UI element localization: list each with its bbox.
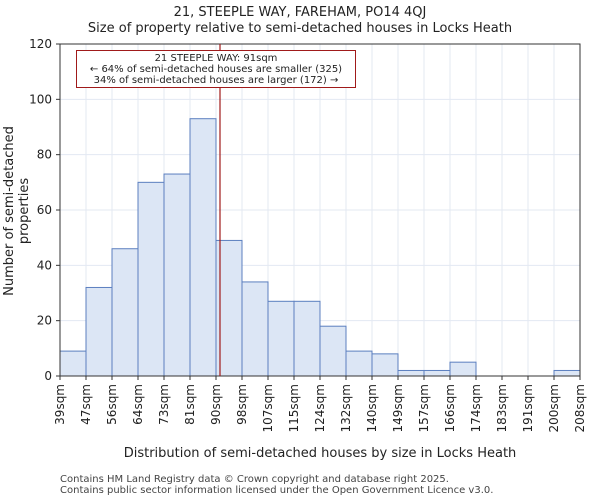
x-tick-label: 174sqm: [469, 384, 483, 432]
x-tick-label: 208sqm: [573, 384, 587, 432]
x-tick-label: 90sqm: [209, 384, 223, 425]
x-tick-label: 157sqm: [417, 384, 431, 432]
y-axis-label: Number of semi-detached properties: [2, 126, 32, 296]
x-tick-label: 132sqm: [339, 384, 353, 432]
x-axis-label: Distribution of semi-detached houses by …: [123, 446, 517, 461]
histogram-bar: [267, 300, 295, 377]
x-tick-label: 47sqm: [79, 384, 93, 425]
chart-title: 21, STEEPLE WAY, FAREHAM, PO14 4QJ: [173, 5, 427, 20]
x-tick-label: 81sqm: [183, 384, 197, 425]
x-tick-label: 115sqm: [287, 384, 301, 432]
histogram-bar: [319, 325, 347, 377]
x-tick-label: 39sqm: [53, 384, 67, 425]
histogram-bar: [345, 350, 373, 377]
x-tick-label: 200sqm: [547, 384, 561, 432]
y-tick-label: 0: [44, 369, 52, 383]
histogram-bar: [163, 173, 191, 377]
chart-subtitle: Size of property relative to semi-detach…: [87, 21, 513, 36]
y-tick-label: 100: [29, 92, 52, 106]
footer-line-1: Contains HM Land Registry data © Crown c…: [60, 474, 449, 485]
histogram-bar: [423, 369, 451, 377]
x-tick-label: 73sqm: [157, 384, 171, 425]
x-tick-label: 124sqm: [313, 384, 327, 432]
y-tick-label: 60: [37, 203, 52, 217]
histogram-bar: [59, 350, 87, 377]
y-tick-label: 40: [37, 258, 52, 272]
annotation-line-2: ← 64% of semi-detached houses are smalle…: [89, 64, 343, 75]
histogram-bar: [137, 181, 165, 377]
x-tick-label: 64sqm: [131, 384, 145, 425]
x-tick-label: 149sqm: [391, 384, 405, 432]
x-tick-label: 166sqm: [443, 384, 457, 432]
histogram-bar: [371, 353, 399, 377]
histogram-bar: [449, 361, 477, 377]
histogram-bar: [241, 281, 269, 377]
annotation-line-1: 21 STEEPLE WAY: 91sqm: [154, 53, 278, 64]
histogram-bar: [111, 248, 139, 377]
x-tick-label: 191sqm: [521, 384, 535, 432]
x-tick-label: 56sqm: [105, 384, 119, 425]
y-tick-label: 120: [29, 37, 52, 51]
y-tick-label: 20: [37, 314, 52, 328]
histogram-bar: [397, 369, 425, 377]
x-tick-label: 183sqm: [495, 384, 509, 432]
marker-annotation: 21 STEEPLE WAY: 91sqm ← 64% of semi-deta…: [76, 50, 356, 88]
histogram-bar: [85, 286, 113, 377]
annotation-line-3: 34% of semi-detached houses are larger (…: [93, 75, 339, 86]
footer-line-2: Contains public sector information licen…: [60, 485, 494, 496]
x-tick-label: 98sqm: [235, 384, 249, 425]
histogram-bar: [189, 118, 217, 377]
y-tick-label: 80: [37, 148, 52, 162]
histogram-bar: [553, 369, 581, 377]
x-tick-label: 140sqm: [365, 384, 379, 432]
histogram-bar: [293, 300, 321, 377]
x-tick-label: 107sqm: [261, 384, 275, 432]
